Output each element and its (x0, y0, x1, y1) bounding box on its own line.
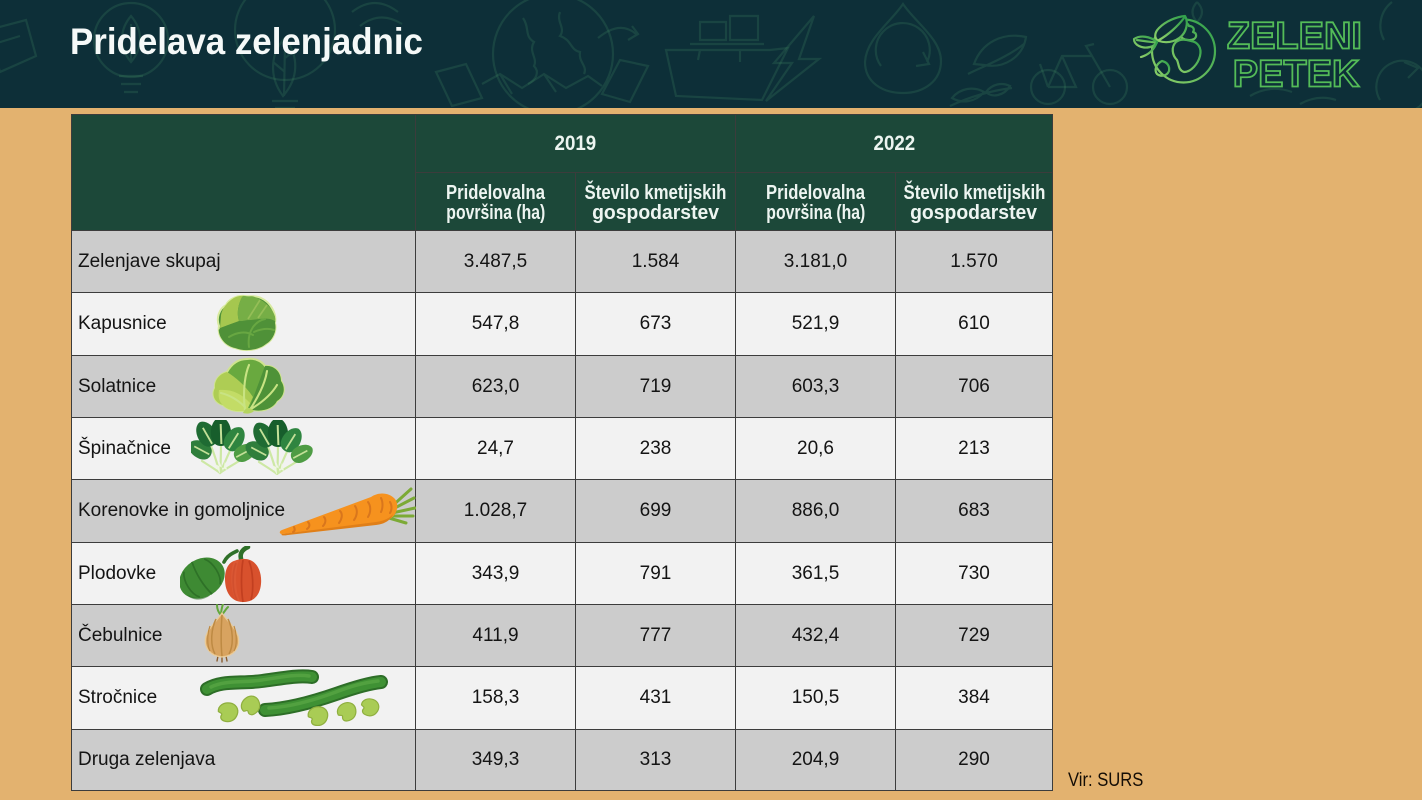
svg-text:ZELENI: ZELENI (1227, 16, 1362, 58)
svg-text:PETEK: PETEK (1233, 54, 1360, 96)
